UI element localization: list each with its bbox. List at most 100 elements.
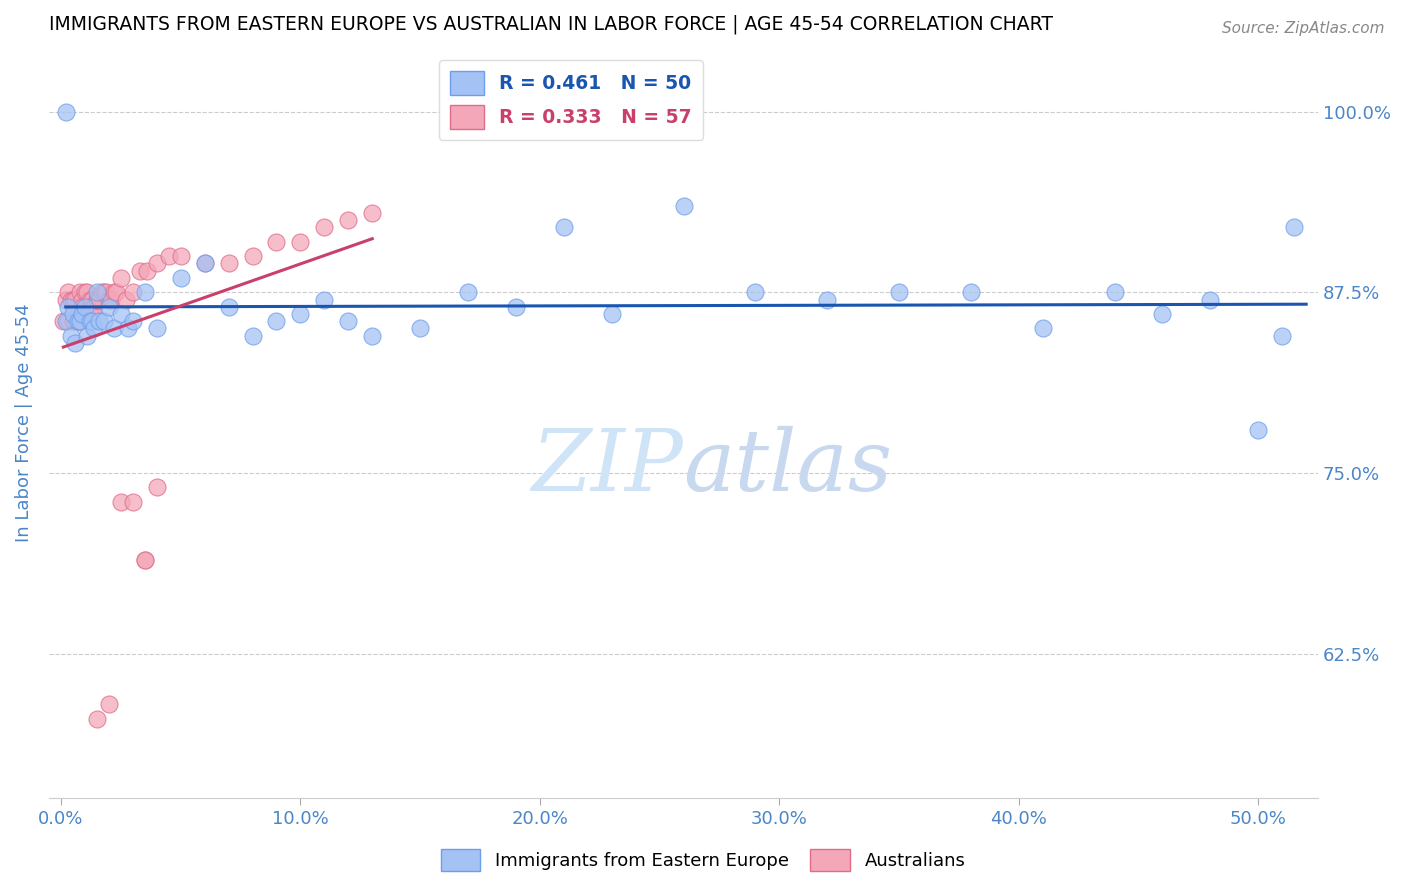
Point bbox=[121, 314, 143, 328]
Point bbox=[72, 307, 94, 321]
Point bbox=[93, 285, 115, 300]
Point bbox=[744, 285, 766, 300]
Point bbox=[86, 293, 108, 307]
Point bbox=[72, 300, 94, 314]
Text: ZIP: ZIP bbox=[531, 426, 683, 508]
Point bbox=[83, 300, 105, 314]
Legend: R = 0.461   N = 50, R = 0.333   N = 57: R = 0.461 N = 50, R = 0.333 N = 57 bbox=[439, 60, 703, 140]
Point bbox=[457, 285, 479, 300]
Point bbox=[121, 495, 143, 509]
Point bbox=[505, 300, 527, 314]
Point bbox=[887, 285, 910, 300]
Point bbox=[1152, 307, 1174, 321]
Point bbox=[337, 314, 360, 328]
Point bbox=[1032, 321, 1054, 335]
Point bbox=[76, 285, 98, 300]
Point bbox=[86, 285, 108, 300]
Point bbox=[83, 321, 105, 335]
Point bbox=[59, 293, 82, 307]
Point bbox=[960, 285, 983, 300]
Point bbox=[76, 307, 98, 321]
Text: atlas: atlas bbox=[683, 426, 893, 508]
Point bbox=[114, 293, 136, 307]
Point bbox=[69, 285, 91, 300]
Point bbox=[62, 307, 84, 321]
Point bbox=[242, 249, 264, 263]
Point bbox=[1199, 293, 1222, 307]
Point bbox=[314, 293, 336, 307]
Point bbox=[242, 328, 264, 343]
Point bbox=[79, 293, 101, 307]
Point bbox=[96, 285, 118, 300]
Point bbox=[1271, 328, 1294, 343]
Point bbox=[121, 285, 143, 300]
Point bbox=[145, 256, 167, 270]
Point bbox=[89, 314, 111, 328]
Point bbox=[97, 293, 120, 307]
Point bbox=[1247, 423, 1270, 437]
Point bbox=[157, 249, 180, 263]
Point bbox=[409, 321, 432, 335]
Point bbox=[553, 220, 575, 235]
Point bbox=[134, 552, 156, 566]
Point bbox=[56, 285, 79, 300]
Point bbox=[361, 328, 384, 343]
Point bbox=[73, 307, 96, 321]
Point bbox=[266, 235, 288, 249]
Text: Source: ZipAtlas.com: Source: ZipAtlas.com bbox=[1222, 21, 1385, 37]
Point bbox=[79, 300, 101, 314]
Point bbox=[69, 314, 91, 328]
Point bbox=[66, 314, 89, 328]
Point bbox=[103, 285, 125, 300]
Point bbox=[80, 314, 103, 328]
Point bbox=[105, 285, 128, 300]
Point bbox=[66, 314, 89, 328]
Point bbox=[89, 293, 111, 307]
Point bbox=[103, 321, 125, 335]
Point bbox=[55, 293, 77, 307]
Point bbox=[110, 307, 132, 321]
Point bbox=[80, 300, 103, 314]
Point bbox=[145, 480, 167, 494]
Text: IMMIGRANTS FROM EASTERN EUROPE VS AUSTRALIAN IN LABOR FORCE | AGE 45-54 CORRELAT: IMMIGRANTS FROM EASTERN EUROPE VS AUSTRA… bbox=[49, 15, 1053, 35]
Point bbox=[110, 495, 132, 509]
Point bbox=[66, 307, 89, 321]
Point bbox=[65, 314, 87, 328]
Point bbox=[110, 271, 132, 285]
Point bbox=[1282, 220, 1305, 235]
Point bbox=[290, 307, 312, 321]
Point bbox=[100, 293, 122, 307]
Point bbox=[117, 321, 139, 335]
Point bbox=[194, 256, 217, 270]
Point bbox=[69, 314, 91, 328]
Y-axis label: In Labor Force | Age 45-54: In Labor Force | Age 45-54 bbox=[15, 303, 32, 541]
Point bbox=[218, 256, 240, 270]
Point bbox=[55, 314, 77, 328]
Point bbox=[1104, 285, 1126, 300]
Point bbox=[86, 712, 108, 726]
Point bbox=[90, 285, 112, 300]
Point bbox=[62, 293, 84, 307]
Point bbox=[80, 293, 103, 307]
Point bbox=[52, 314, 75, 328]
Point bbox=[129, 263, 152, 277]
Point bbox=[600, 307, 623, 321]
Point bbox=[73, 300, 96, 314]
Point bbox=[65, 293, 87, 307]
Point bbox=[290, 235, 312, 249]
Point bbox=[55, 104, 77, 119]
Point bbox=[72, 293, 94, 307]
Point bbox=[337, 213, 360, 227]
Point bbox=[86, 293, 108, 307]
Point bbox=[97, 300, 120, 314]
Point bbox=[62, 314, 84, 328]
Point bbox=[136, 263, 159, 277]
Point bbox=[266, 314, 288, 328]
Point bbox=[672, 199, 695, 213]
Point bbox=[56, 314, 79, 328]
Point bbox=[194, 256, 217, 270]
Point bbox=[97, 697, 120, 711]
Point bbox=[134, 552, 156, 566]
Point bbox=[76, 328, 98, 343]
Point bbox=[73, 285, 96, 300]
